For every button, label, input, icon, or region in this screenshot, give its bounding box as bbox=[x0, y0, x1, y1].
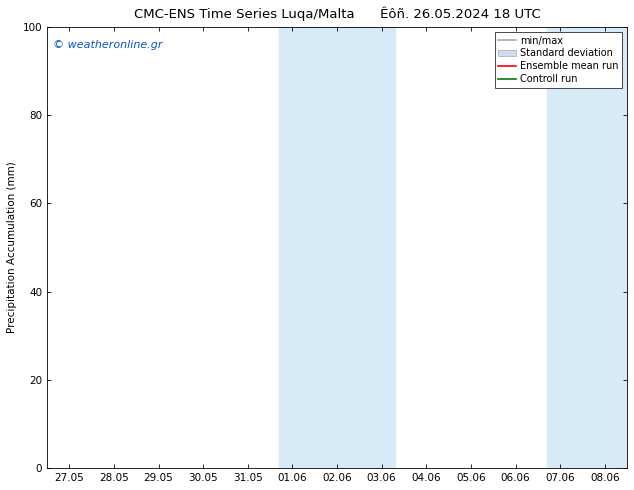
Title: CMC-ENS Time Series Luqa/Malta      Êôñ. 26.05.2024 18 UTC: CMC-ENS Time Series Luqa/Malta Êôñ. 26.0… bbox=[134, 7, 540, 22]
Y-axis label: Precipitation Accumulation (mm): Precipitation Accumulation (mm) bbox=[7, 162, 17, 333]
Legend: min/max, Standard deviation, Ensemble mean run, Controll run: min/max, Standard deviation, Ensemble me… bbox=[495, 32, 622, 88]
Bar bbox=[279, 27, 395, 468]
Text: © weatheronline.gr: © weatheronline.gr bbox=[53, 40, 162, 50]
Bar bbox=[547, 27, 627, 468]
